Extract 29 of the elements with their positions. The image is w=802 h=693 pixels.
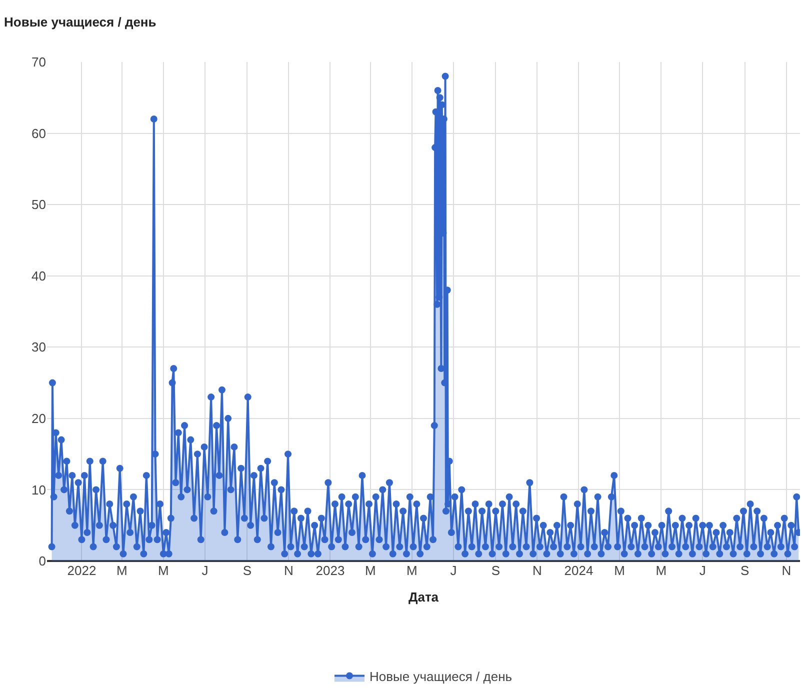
x-tick-label: M xyxy=(116,563,128,578)
x-tick-label: M xyxy=(364,563,376,578)
legend-label: Новые учащиеся / день xyxy=(370,668,512,684)
x-tick-label: 2022 xyxy=(67,563,96,578)
x-tick-label: M xyxy=(406,563,418,578)
x-tick-label: J xyxy=(202,563,208,578)
y-tick-label: 10 xyxy=(32,482,46,498)
x-tick-label: M xyxy=(656,563,667,578)
x-tick-label: 2024 xyxy=(564,563,594,578)
x-axis-title: Дата xyxy=(408,590,440,605)
x-tick-label: S xyxy=(740,563,750,578)
x-tick-label: J xyxy=(699,563,706,578)
x-tick-label: S xyxy=(491,563,500,578)
x-tick-label: S xyxy=(242,563,252,578)
x-tick-label: 2023 xyxy=(316,563,345,578)
x-tick-label: N xyxy=(532,563,542,578)
y-tick-label: 70 xyxy=(32,54,46,70)
x-tick-label: M xyxy=(614,563,625,578)
x-tick-label: N xyxy=(284,563,294,578)
x-tick-label: J xyxy=(450,563,457,578)
y-tick-label: 30 xyxy=(32,340,46,355)
x-tick-label: M xyxy=(158,563,169,578)
y-tick-label: 60 xyxy=(32,126,46,141)
chart-title: Новые учащиеся / день xyxy=(4,14,156,30)
y-tick-label: 40 xyxy=(32,268,46,284)
y-tick-label: 50 xyxy=(32,197,46,212)
y-tick-label: 20 xyxy=(32,410,46,426)
x-tick-label: N xyxy=(782,563,792,578)
y-tick-label: 0 xyxy=(38,554,46,569)
